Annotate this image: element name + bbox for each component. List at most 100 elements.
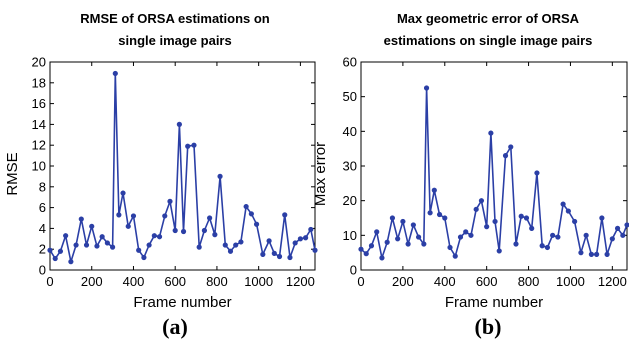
data-point [57, 248, 64, 254]
data-point [560, 201, 566, 207]
x-tick-label: 200 [81, 274, 103, 289]
data-point [609, 236, 615, 242]
x-tick-label: 600 [164, 274, 186, 289]
data-point [363, 251, 369, 257]
data-point [502, 153, 509, 159]
y-tick-label: 8 [39, 179, 46, 194]
series-line [360, 87, 628, 259]
data-point [89, 223, 95, 229]
data-point [78, 216, 84, 222]
data-point [427, 210, 433, 216]
data-point [594, 251, 600, 257]
data-point [457, 234, 464, 240]
data-point [260, 251, 266, 257]
data-point [156, 234, 163, 240]
data-point [624, 222, 629, 228]
data-point [297, 236, 303, 242]
data-point [405, 241, 411, 247]
data-point [604, 251, 610, 257]
data-point [222, 242, 228, 248]
data-point [572, 218, 578, 225]
data-point [550, 232, 556, 238]
data-point [253, 221, 260, 227]
data-point [436, 211, 443, 218]
data-point [508, 144, 514, 150]
x-tick-label: 0 [357, 274, 364, 289]
data-point [488, 130, 494, 136]
data-point [415, 234, 422, 240]
data-point [544, 244, 551, 251]
data-point [374, 229, 380, 235]
chart-title-line: single image pairs [118, 33, 231, 48]
data-point [287, 254, 293, 261]
data-point [523, 215, 530, 221]
data-point [303, 235, 309, 241]
data-point [146, 242, 152, 248]
data-point [83, 242, 90, 248]
data-point [130, 213, 137, 219]
data-point [395, 236, 401, 242]
data-point [555, 234, 561, 240]
x-axis-label: Frame number [445, 294, 543, 311]
y-tick-label: 10 [32, 159, 46, 174]
y-tick-label: 50 [343, 89, 357, 104]
data-point [583, 232, 589, 238]
x-tick-label: 400 [123, 274, 145, 289]
data-point [423, 85, 430, 91]
x-tick-label: 0 [46, 274, 53, 289]
data-point [379, 255, 385, 261]
y-tick-label: 10 [343, 228, 357, 243]
data-point [384, 239, 390, 245]
data-point [421, 241, 427, 247]
data-point [162, 213, 168, 219]
data-point [47, 247, 53, 253]
data-point [109, 244, 116, 250]
data-point [172, 227, 178, 234]
y-tick-label: 12 [32, 138, 46, 153]
data-point [620, 232, 626, 238]
data-point [463, 229, 469, 235]
data-point [233, 242, 239, 248]
y-axis-label: Max error [312, 142, 329, 206]
data-point [534, 170, 540, 176]
data-point [513, 241, 519, 247]
data-point [151, 233, 157, 239]
y-tick-label: 16 [32, 96, 46, 111]
data-point [468, 232, 474, 238]
data-point [518, 213, 524, 219]
data-point [201, 227, 208, 234]
data-point [227, 248, 234, 254]
y-tick-label: 14 [32, 117, 46, 132]
x-tick-label: 1000 [244, 274, 273, 289]
y-tick-label: 20 [343, 193, 357, 208]
data-point [196, 244, 202, 250]
data-point [73, 242, 79, 248]
data-point [308, 226, 314, 233]
data-point [431, 187, 437, 193]
data-point [185, 143, 191, 149]
data-point [588, 251, 594, 257]
data-point [52, 255, 58, 262]
y-tick-label: 60 [343, 55, 357, 70]
data-point [565, 208, 571, 214]
data-point [358, 246, 364, 252]
x-tick-label: 600 [476, 274, 498, 289]
data-point [136, 247, 142, 253]
data-point [614, 225, 621, 231]
x-tick-label: 200 [392, 274, 414, 289]
y-tick-label: 4 [39, 221, 46, 236]
y-tick-label: 2 [39, 242, 46, 257]
data-point [125, 223, 131, 229]
data-point [191, 142, 197, 148]
data-point [167, 198, 173, 204]
data-point [99, 234, 105, 240]
x-tick-label: 800 [518, 274, 540, 289]
data-point [496, 248, 502, 254]
data-point [599, 215, 605, 221]
data-point [271, 250, 277, 256]
data-point [94, 243, 100, 249]
y-tick-label: 0 [39, 263, 46, 278]
y-tick-label: 6 [39, 200, 46, 215]
